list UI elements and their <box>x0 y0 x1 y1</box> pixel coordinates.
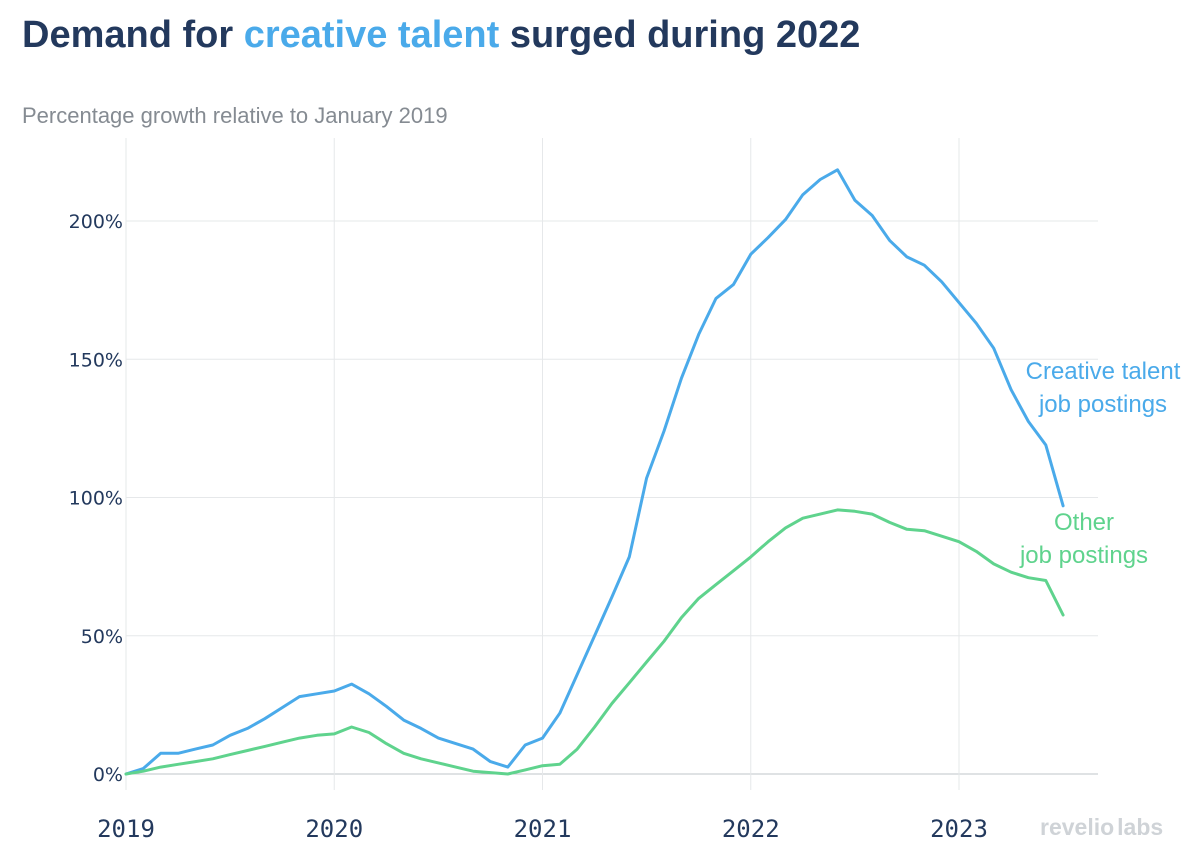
x-tick-label: 2019 <box>97 815 155 843</box>
grid-lines <box>125 138 1098 790</box>
series-label-line: job postings <box>1019 542 1148 569</box>
y-tick-label: 200% <box>69 211 123 233</box>
chart-subtitle: Percentage growth relative to January 20… <box>22 103 448 128</box>
series-label: Other job postings <box>1019 509 1148 569</box>
y-axis-tick-labels: 0% 50% 100% 150% 200% <box>69 211 123 786</box>
y-tick-label: 0% <box>93 764 123 786</box>
y-tick-label: 150% <box>69 349 123 371</box>
chart-title: Demand for creative talent surged during… <box>22 14 860 57</box>
x-tick-label: 2023 <box>930 815 988 843</box>
logo-word-2: labs <box>1117 814 1163 840</box>
series-label-line: Other <box>1054 509 1114 536</box>
series-line <box>124 508 1065 776</box>
y-tick-label: 100% <box>69 488 123 510</box>
revelio-labs-logo: revelio labs <box>1040 814 1163 840</box>
title-part-1: Demand for <box>22 14 244 56</box>
title-part-2: surged during 2022 <box>499 14 861 56</box>
series-label-line: Creative talent <box>1026 358 1181 385</box>
series-labels: Creative talent job postings Other job post… <box>1019 358 1181 569</box>
series-label-line: job postings <box>1038 391 1167 418</box>
series-label: Creative talent job postings <box>1026 358 1181 418</box>
title-highlight: creative talent <box>243 14 500 56</box>
series-line <box>124 168 1065 776</box>
x-axis-tick-labels: 2019 2020 2021 2022 2023 <box>97 815 988 843</box>
x-tick-label: 2022 <box>722 815 780 843</box>
y-tick-label: 50% <box>81 626 123 648</box>
logo-word-1: revelio <box>1040 814 1114 840</box>
x-tick-label: 2021 <box>514 815 572 843</box>
series-lines <box>124 168 1065 776</box>
x-tick-label: 2020 <box>305 815 363 843</box>
